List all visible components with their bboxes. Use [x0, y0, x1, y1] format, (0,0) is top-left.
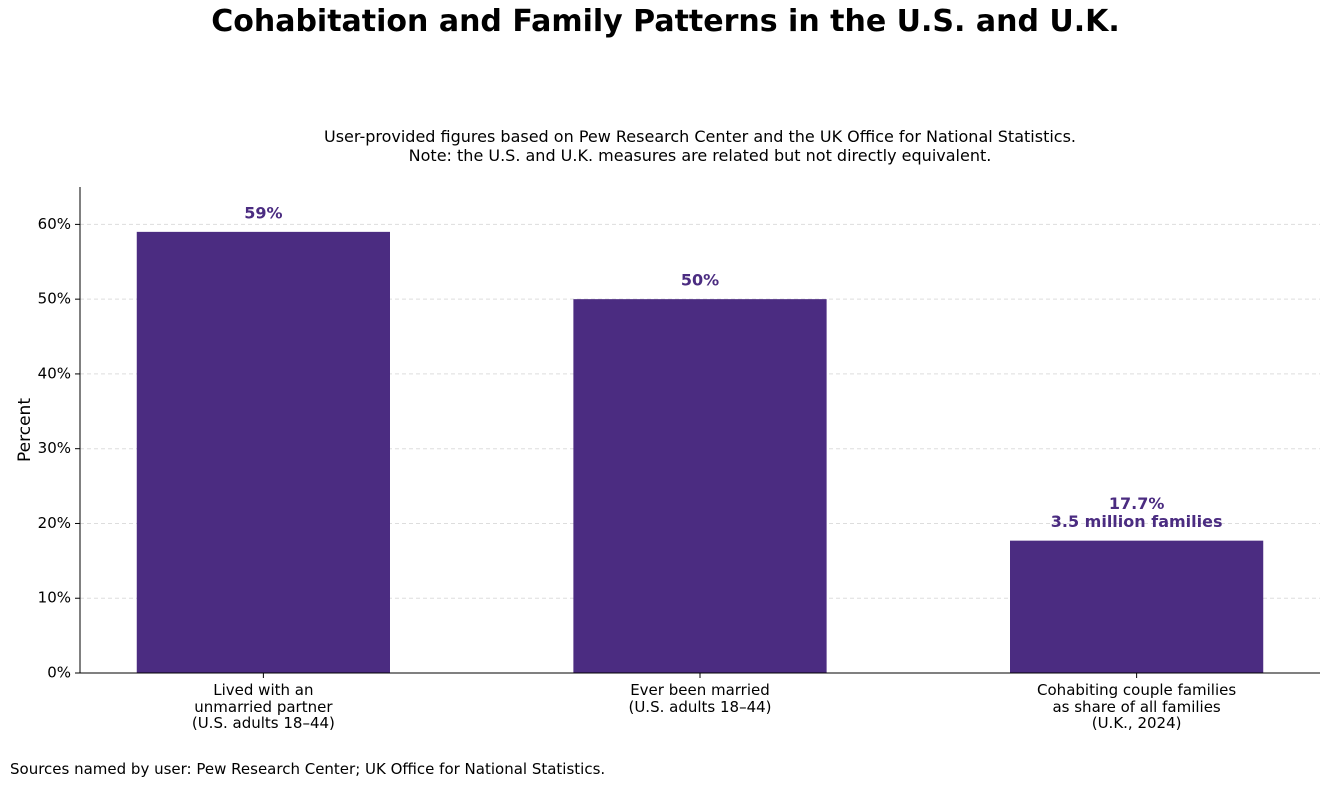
value-label: 50% — [681, 271, 719, 290]
x-tick-label: Cohabiting couple families as share of a… — [1037, 681, 1237, 732]
value-label: 17.7% — [1109, 494, 1165, 513]
x-tick-label: Lived with an unmarried partner (U.S. ad… — [191, 681, 335, 732]
annotation: 3.5 million families — [1051, 512, 1223, 531]
y-axis-label: Percent — [15, 398, 35, 462]
y-tick-label: 50% — [38, 290, 71, 308]
chart-title: Cohabitation and Family Patterns in the … — [211, 4, 1120, 39]
y-tick-label: 20% — [38, 514, 71, 532]
value-label: 59% — [244, 203, 282, 222]
y-tick-label: 40% — [38, 364, 71, 382]
bar — [136, 231, 390, 673]
y-tick-label: 30% — [38, 439, 71, 457]
bar — [1010, 540, 1264, 673]
y-tick-label: 0% — [47, 664, 71, 682]
y-tick-label: 60% — [38, 215, 71, 233]
bar — [573, 299, 827, 673]
y-tick-label: 10% — [38, 589, 71, 607]
source-note: Sources named by user: Pew Research Cent… — [10, 760, 606, 778]
x-tick-label: Ever been married (U.S. adults 18–44) — [628, 681, 772, 716]
chart-subtitle: User-provided figures based on Pew Resea… — [324, 127, 1076, 165]
